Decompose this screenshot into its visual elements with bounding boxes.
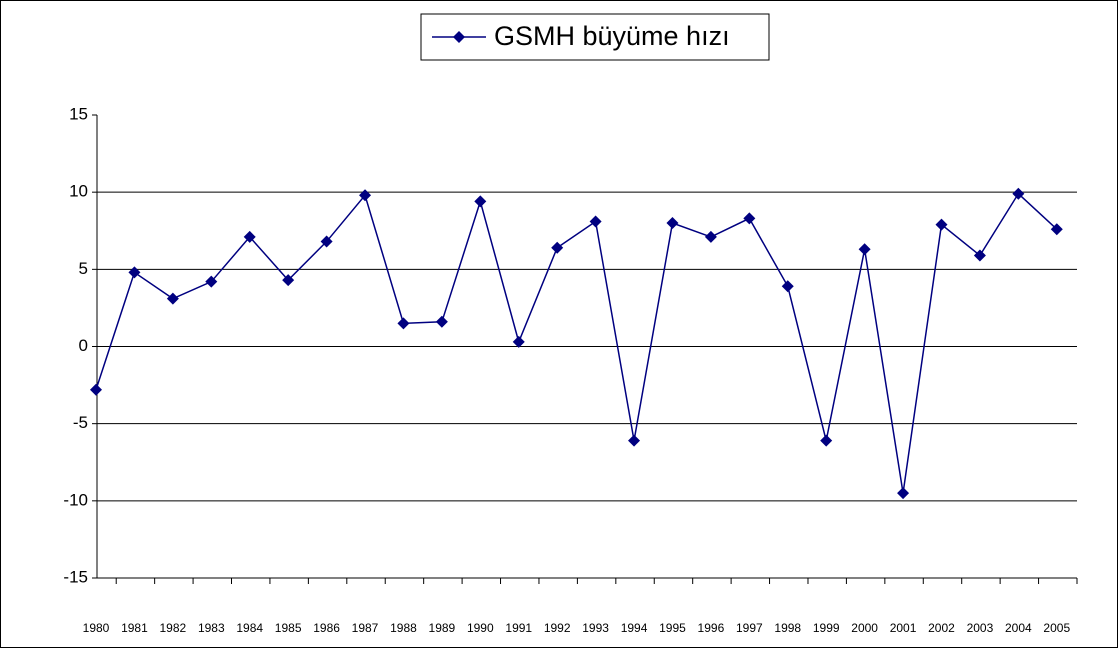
x-tick-label: 1998 [774, 621, 801, 635]
y-tick-label: 0 [79, 336, 88, 355]
x-tick-label: 1992 [544, 621, 571, 635]
y-tick-label: -5 [73, 413, 88, 432]
marker [512, 335, 525, 348]
x-tick-label: 1993 [582, 621, 609, 635]
marker [474, 195, 487, 208]
marker [973, 249, 986, 262]
marker [858, 243, 871, 256]
x-tick-label: 1989 [429, 621, 456, 635]
x-tick-label: 2000 [851, 621, 878, 635]
x-tick-label: 1984 [236, 621, 263, 635]
x-tick-label: 1991 [505, 621, 532, 635]
x-tick-label: 1985 [275, 621, 302, 635]
x-tick-label: 2001 [890, 621, 917, 635]
x-tick-label: 1997 [736, 621, 763, 635]
marker [90, 383, 102, 396]
x-tick-label: 2002 [928, 621, 955, 635]
y-tick-label: 10 [69, 182, 88, 201]
marker [1012, 187, 1025, 200]
x-tick-label: 1999 [813, 621, 840, 635]
x-tick-label: 1986 [313, 621, 340, 635]
x-tick-label: 2003 [967, 621, 994, 635]
x-tick-label: 1981 [121, 621, 148, 635]
legend-marker [453, 31, 465, 43]
x-tick-label: 1994 [621, 621, 648, 635]
marker [551, 241, 564, 254]
legend-label: GSMH büyüme hızı [494, 21, 730, 51]
y-tick-label: -10 [63, 490, 88, 509]
marker [1050, 223, 1063, 236]
x-tick-label: 1996 [698, 621, 725, 635]
x-tick-label: 2004 [1005, 621, 1032, 635]
marker [435, 315, 448, 328]
series-line [95, 192, 1058, 494]
marker [781, 280, 794, 293]
marker [320, 235, 333, 248]
y-tick-label: 5 [79, 259, 88, 278]
marker [666, 217, 679, 230]
x-tick-label: 1995 [659, 621, 686, 635]
x-tick-label: 1980 [83, 621, 110, 635]
x-tick-label: 1988 [390, 621, 417, 635]
y-tick-label: 15 [69, 104, 88, 123]
marker [243, 230, 256, 243]
marker [282, 274, 295, 287]
x-tick-label: 1987 [352, 621, 379, 635]
marker [704, 230, 717, 243]
marker [397, 317, 410, 330]
marker [820, 434, 833, 447]
marker [935, 218, 948, 231]
marker [743, 212, 756, 225]
marker [897, 487, 910, 500]
marker [589, 215, 602, 228]
marker [628, 434, 641, 447]
marker [128, 266, 141, 279]
y-tick-label: -15 [63, 567, 88, 586]
x-tick-label: 2005 [1043, 621, 1070, 635]
marker [359, 189, 372, 202]
marker [205, 275, 218, 288]
x-tick-label: 1983 [198, 621, 225, 635]
x-tick-label: 1982 [160, 621, 187, 635]
marker [166, 292, 179, 305]
x-tick-label: 1990 [467, 621, 494, 635]
